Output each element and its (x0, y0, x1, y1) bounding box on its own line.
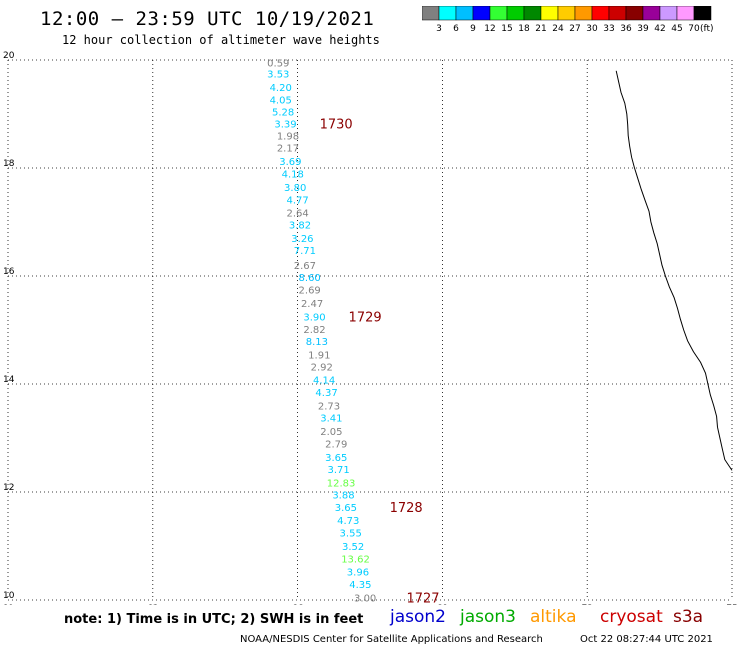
wave-height-label: 2.82 (303, 325, 325, 336)
wave-height-label: 3.90 (303, 313, 325, 324)
colorbar-label: 42 (654, 24, 665, 34)
wave-height-label: 2.05 (320, 427, 342, 438)
y-tick-label: 16 (3, 267, 15, 277)
x-tick-label: 69 (437, 604, 449, 605)
y-tick-label: 18 (3, 159, 15, 169)
wave-height-label: 4.77 (286, 195, 308, 206)
colorbar-swatch (693, 6, 712, 21)
wave-height-label: 3.53 (267, 70, 289, 81)
timestamp: Oct 22 08:27:44 UTC 2021 (580, 634, 713, 645)
colorbar-label: 45 (671, 24, 682, 34)
chart-title: 12:00 – 23:59 UTC 10/19/2021 (40, 8, 375, 30)
colorbar-unit: (ft) (700, 24, 714, 34)
color-legend: 3 6 9 12 15 18 21 24 27 30 33 36 39 42 45 70 (ft) (422, 6, 714, 34)
colorbar-label: 6 (453, 24, 459, 34)
colorbar-label: 24 (552, 24, 564, 34)
wave-height-label: 3.69 (279, 157, 301, 168)
wave-height-label: 3.26 (291, 234, 313, 245)
colorbar-label: 3 (436, 24, 442, 34)
wave-height-label: 1.91 (308, 350, 330, 361)
wave-height-label: 3.52 (342, 542, 364, 553)
colorbar-label: 33 (603, 24, 614, 34)
pass-label: 1727 (406, 591, 439, 605)
wave-height-label: 3.71 (327, 465, 349, 476)
mission-s3a: s3a (673, 607, 704, 627)
footer-note: note: 1) Time is in UTC; 2) SWH is in fe… (64, 612, 364, 627)
wave-height-label: 3.65 (335, 503, 357, 514)
coastline-path (615, 70, 733, 471)
wave-height-label: 0.59 (267, 59, 289, 70)
x-tick-label: 63 (147, 604, 158, 605)
wave-height-label: 2.64 (286, 208, 308, 219)
wave-height-label: 13.62 (341, 554, 370, 565)
y-tick-label: 10 (3, 591, 15, 601)
mission-altika: altika (530, 607, 577, 627)
wave-height-label: 2.47 (301, 299, 323, 310)
colorbar-label: 12 (484, 24, 495, 34)
wave-height-label: 2.67 (294, 261, 316, 272)
wave-height-label: 7.71 (294, 246, 316, 257)
wave-height-label: 8.13 (306, 337, 328, 348)
y-tick-label: 14 (3, 375, 15, 385)
wave-height-label: 4.14 (313, 376, 335, 387)
wave-height-label: 3.55 (340, 529, 362, 540)
colorbar-label: 21 (535, 24, 546, 34)
wave-height-label: 3.39 (274, 120, 296, 131)
wave-height-label: 2.79 (325, 439, 347, 450)
mission-cryosat: cryosat (600, 607, 663, 627)
pass-label: 1730 (320, 118, 353, 133)
colorbar-label: 15 (501, 24, 512, 34)
wave-height-label: 3.00 (354, 593, 376, 604)
colorbar-label: 30 (586, 24, 598, 34)
x-tick-label: 72 (581, 604, 592, 605)
wave-height-label: 8.60 (299, 273, 321, 284)
pass-label: 1728 (390, 501, 423, 516)
wave-height-label: 4.73 (337, 516, 359, 527)
wave-height-label: 2.69 (299, 286, 321, 297)
pass-label: 1729 (349, 311, 382, 326)
wave-height-labels: 0.593.53 4.204.055.28 3.391.982.17 3.694.18… (267, 59, 376, 605)
colorbar-label: 39 (637, 24, 649, 34)
wave-height-label: 3.82 (289, 221, 311, 232)
wave-height-label: 12.83 (327, 478, 356, 489)
colorbar-label: 70 (688, 24, 700, 34)
y-tick-label: 12 (3, 483, 14, 493)
colorbar-label: 36 (620, 24, 632, 34)
colorbar-label: 9 (470, 24, 476, 34)
wave-height-label: 5.28 (272, 107, 294, 118)
wave-height-label: 2.17 (277, 143, 299, 154)
y-tick-label: 20 (3, 51, 15, 61)
wave-height-label: 4.18 (282, 169, 304, 180)
wave-height-map: 60 63 66 69 72 75 10 12 14 16 18 20 0.593.53 4.204.0… (2, 51, 737, 605)
wave-height-label: 2.92 (311, 363, 333, 374)
mission-jason2: jason2 (390, 607, 446, 627)
colorbar-label: 18 (518, 24, 530, 34)
pass-number-labels: 1730 1729 1728 1727 (320, 118, 440, 605)
grid-lines (7, 59, 733, 601)
wave-height-label: 4.35 (349, 580, 371, 591)
wave-height-label: 3.41 (320, 413, 342, 424)
wave-height-label: 3.80 (284, 183, 306, 194)
wave-height-label: 4.20 (270, 83, 292, 94)
mission-jason3: jason3 (460, 607, 516, 627)
credit-line: NOAA/NESDIS Center for Satellite Applica… (240, 634, 543, 645)
axis-ticks: 60 63 66 69 72 75 10 12 14 16 18 20 (2, 51, 737, 605)
chart-subtitle: 12 hour collection of altimeter wave hei… (62, 33, 380, 47)
wave-height-label: 4.05 (270, 95, 292, 106)
wave-height-label: 1.98 (277, 132, 299, 143)
wave-height-label: 2.73 (318, 402, 340, 413)
x-tick-label: 66 (292, 604, 304, 605)
colorbar-label: 27 (569, 24, 580, 34)
wave-height-label: 4.37 (315, 388, 337, 399)
wave-height-label: 3.96 (347, 567, 369, 578)
x-tick-label: 75 (726, 604, 737, 605)
wave-height-label: 3.65 (325, 453, 347, 464)
coastline (615, 70, 733, 471)
wave-height-label: 3.88 (332, 491, 354, 502)
x-tick-label: 60 (2, 604, 14, 605)
